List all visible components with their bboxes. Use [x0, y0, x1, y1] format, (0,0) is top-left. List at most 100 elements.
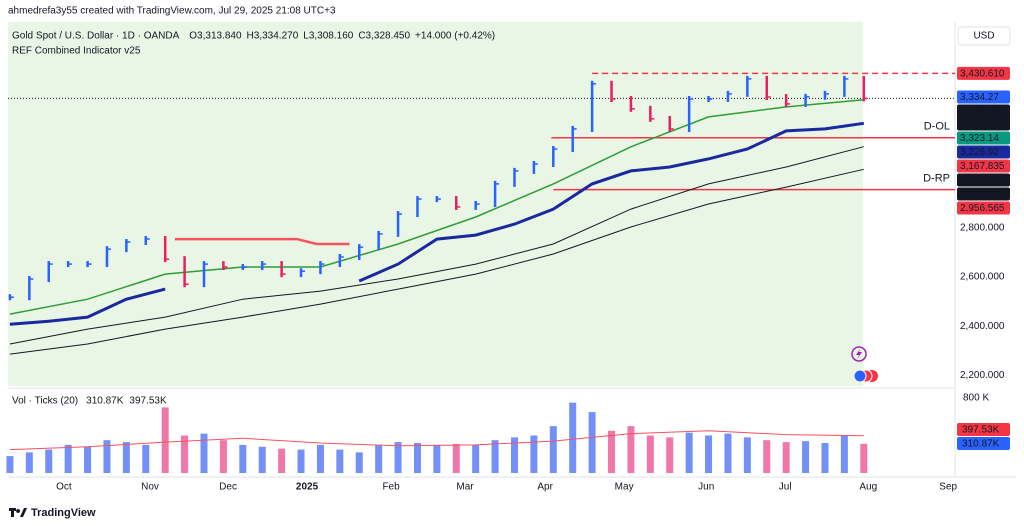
- price-tag-label: 3,328.450: [960, 106, 1005, 117]
- session-background: [8, 22, 863, 386]
- volume-bar: [278, 448, 286, 473]
- price-tag: [957, 131, 1010, 145]
- volume-bar: [452, 443, 460, 473]
- price-tag-label: 3,131.72: [960, 175, 999, 186]
- ohlc-close: C3,328.450: [358, 31, 410, 42]
- volume-value: 310.87K: [86, 396, 124, 407]
- volume-bar: [336, 449, 344, 473]
- x-tick-label: Nov: [141, 482, 159, 493]
- volume-bar: [802, 441, 810, 473]
- price-tag-label: 2,956.565: [960, 203, 1005, 214]
- indicator-line: [9, 430, 864, 451]
- volume-bar: [530, 435, 538, 473]
- x-tick-label: May: [615, 482, 634, 493]
- volume-bar: [743, 437, 751, 473]
- volume-bar: [510, 437, 518, 473]
- currency-button[interactable]: [957, 26, 1011, 46]
- x-tick-label: 2025: [296, 482, 319, 493]
- x-tick-label: Feb: [382, 482, 400, 493]
- indicator-line: [174, 237, 350, 246]
- volume-bar: [491, 440, 499, 473]
- ohlc-high: H3,334.270: [247, 31, 299, 42]
- volume-bar: [472, 444, 480, 473]
- price-tag-label: 3,430.610: [960, 68, 1005, 79]
- y-tick-label: 2,400.000: [960, 321, 1005, 332]
- volume-bar: [646, 435, 654, 473]
- alert-icon[interactable]: [851, 346, 867, 362]
- volume-bar: [588, 412, 596, 473]
- event-icon[interactable]: [853, 369, 867, 383]
- ohlc-low: L3,308.160: [303, 31, 353, 42]
- price-tag-label: 3,323.14: [960, 133, 999, 144]
- volume-bar: [161, 407, 169, 473]
- indicator-name: REF Combined Indicator v25: [12, 46, 141, 57]
- countdown: 02:51:28: [960, 119, 999, 130]
- symbol-title: Gold Spot / U.S. Dollar · 1D · OANDA: [12, 31, 180, 42]
- y-tick-label: 2,200.000: [960, 370, 1005, 381]
- volume-bar: [122, 442, 130, 473]
- price-tag: [957, 159, 1010, 173]
- ohlc-open: O3,313.840: [189, 31, 242, 42]
- volume-tag-label: 397.53K: [962, 425, 1000, 436]
- attribution: ahmedrefa3y55 created with TradingView.c…: [8, 6, 336, 17]
- volume-tag: [957, 423, 1010, 436]
- indicator-line: [9, 121, 865, 326]
- volume-tick-label: 800 K: [963, 393, 989, 404]
- x-tick-label: Sep: [939, 482, 957, 493]
- volume-bar: [316, 444, 324, 473]
- price-tag-label: 3,226.92: [960, 147, 999, 158]
- x-tick-label: Jun: [698, 482, 714, 493]
- volume-bar: [433, 444, 441, 473]
- alert-icons[interactable]: [851, 346, 878, 383]
- volume-bar: [239, 444, 247, 473]
- volume-bar: [608, 430, 616, 473]
- volume-tag-label: 310.87K: [962, 439, 1000, 450]
- volume-tag: [957, 437, 1010, 450]
- volume-bar: [181, 435, 189, 473]
- logo-mark: [9, 508, 27, 517]
- alert-bolt: [856, 349, 862, 359]
- price-tag-label: 3,039.34: [960, 189, 999, 200]
- volume-bar: [219, 440, 227, 473]
- price-tag-label: 3,334.27: [960, 92, 999, 103]
- logo: [9, 508, 27, 517]
- volume-bar: [45, 449, 53, 473]
- volume-bar: [6, 456, 14, 473]
- x-tick-label: Apr: [537, 482, 553, 493]
- volume-bar: [297, 449, 305, 473]
- x-tick-label: Aug: [859, 482, 877, 493]
- price-tag: [957, 187, 1010, 201]
- price-tag: [957, 173, 1010, 187]
- volume-bar: [25, 452, 33, 473]
- indicator-line: [9, 98, 864, 315]
- indicator-line: [9, 146, 864, 345]
- volume-bar: [394, 442, 402, 473]
- volume-bar: [64, 444, 72, 473]
- change: +14.000 (+0.42%): [415, 31, 495, 42]
- volume-bar: [258, 446, 266, 473]
- volume-bar: [724, 433, 732, 473]
- x-tick-label: Oct: [56, 482, 72, 493]
- level-label: D-OL: [924, 121, 950, 133]
- level-label: D-RP: [923, 173, 950, 185]
- volume-ma-value: 397.53K: [129, 396, 167, 407]
- x-tick-label: Jul: [779, 482, 792, 493]
- volume-bar: [355, 452, 363, 473]
- currency[interactable]: USD: [973, 31, 994, 42]
- volume-title: Vol · Ticks (20): [12, 396, 78, 407]
- volume-bar: [142, 444, 150, 473]
- volume-bar: [821, 443, 829, 473]
- volume-bar: [705, 435, 713, 473]
- price-tag: [957, 104, 1010, 131]
- price-tag: [957, 90, 1010, 104]
- y-tick-label: 2,800.000: [960, 223, 1005, 234]
- volume-bar: [549, 426, 557, 473]
- volume-bar: [413, 443, 421, 473]
- volume-bar: [685, 432, 693, 473]
- volume-bar: [860, 443, 868, 473]
- volume-bar: [666, 437, 674, 473]
- indicator-line: [9, 168, 864, 355]
- volume-bar: [569, 402, 577, 473]
- y-tick-label: 2,600.000: [960, 272, 1005, 283]
- footer-brand: TradingView: [31, 507, 96, 519]
